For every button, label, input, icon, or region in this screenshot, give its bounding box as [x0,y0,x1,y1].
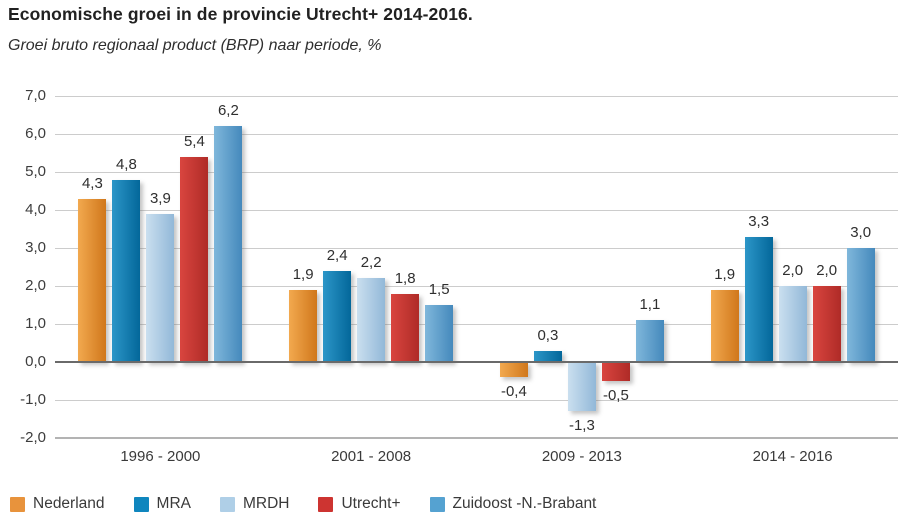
gridline [55,248,898,249]
x-axis-label: 1996 - 2000 [120,448,201,465]
value-label: 2,2 [360,254,382,272]
value-label: 4,8 [115,155,137,173]
value-label: 2,0 [782,262,804,279]
chart-subtitle: Groei bruto regionaal product (BRP) naar… [8,37,382,54]
bar [289,289,318,362]
value-label: 2,4 [326,246,348,264]
bar [601,362,630,381]
value-label: 1,8 [394,269,416,287]
legend-item: Zuidoost -N.-Brabant [429,495,597,513]
gridline [55,210,898,211]
bar [112,179,141,362]
value-label: 1,9 [714,265,736,283]
y-axis-label: 7,0 [25,87,46,104]
y-axis-label: 5,0 [25,163,46,180]
bar [533,350,562,362]
y-axis-label: 2,0 [25,277,46,294]
legend-swatch [10,496,25,512]
legend-item: MRDH [219,495,290,513]
legend-label: Zuidoost -N.-Brabant [452,495,597,512]
legend-item: Nederland [10,495,105,513]
y-axis-label: 6,0 [25,125,46,142]
gridline [55,324,898,325]
bar [567,362,596,412]
chart-title: Economische groei in de provincie Utrech… [8,4,473,24]
legend-swatch [133,496,149,512]
legend-label: Nederland [33,495,105,512]
value-label: 1,1 [639,296,661,314]
bar [78,198,107,362]
gridline [55,172,898,173]
gridline [55,96,898,97]
x-axis-label: 2014 - 2016 [752,448,833,465]
bar [323,270,352,362]
bar [146,213,175,362]
legend-swatch [318,496,334,512]
gridline [55,361,898,363]
y-axis-label: -1,0 [20,391,46,408]
legend-swatch [219,496,235,512]
bar [391,293,420,362]
gridline [55,286,898,287]
y-axis-label: 1,0 [25,315,46,332]
value-label: 0,3 [537,326,559,344]
gridline [55,134,898,135]
bar [710,289,739,362]
value-label: 6,2 [217,102,239,120]
bar [425,305,454,362]
bar [744,236,773,362]
value-label: 3,0 [850,224,872,241]
value-label: 2,0 [816,262,838,279]
y-axis-label: 3,0 [25,239,46,256]
value-label: 1,5 [428,281,450,298]
legend-label: Utrecht+ [341,495,401,512]
value-label: -0,5 [602,387,629,404]
bar [812,286,841,362]
value-label: 3,9 [149,189,171,207]
y-axis: 7,0 6,0 5,0 4,0 3,0 2,0 1,0 0,0 -1,0 -2,0 [0,87,46,446]
y-axis-label: 0,0 [25,353,46,370]
value-label: 4,3 [81,174,103,192]
legend-swatch [429,496,445,512]
gridline [55,437,898,439]
value-label: -0,4 [500,383,527,401]
legend-label: MRA [156,495,191,512]
bar [635,320,664,362]
legend-item: Utrecht+ [318,495,401,513]
y-axis-label: 4,0 [25,201,46,218]
bar [214,126,243,362]
bar [846,248,875,362]
bar [499,362,528,378]
legend-label: MRDH [242,495,290,512]
plot-area: 4,3 4,8 3,9 5,4 6,2 1,9 2,4 2,2 1,8 1,5 -0,4 0,3 -1,… [55,96,898,439]
legend: Nederland MRA MRDH Utrecht+ Zuidoost -N.-Bra… [10,495,596,513]
value-label: 1,9 [292,265,314,283]
x-axis: 1996 - 2000 2001 - 2008 2009 - 2013 2014 - … [55,448,898,465]
y-axis-label: -2,0 [20,429,46,446]
bar [778,286,807,362]
value-label: -1,3 [568,417,595,435]
value-label: 3,3 [748,212,770,230]
value-label: 5,4 [183,132,205,150]
bar [357,278,386,362]
legend-item: MRA [133,495,191,513]
x-axis-label: 2001 - 2008 [331,448,412,465]
x-axis-label: 2009 - 2013 [541,448,622,465]
gridline [55,400,898,401]
bar [180,156,209,362]
